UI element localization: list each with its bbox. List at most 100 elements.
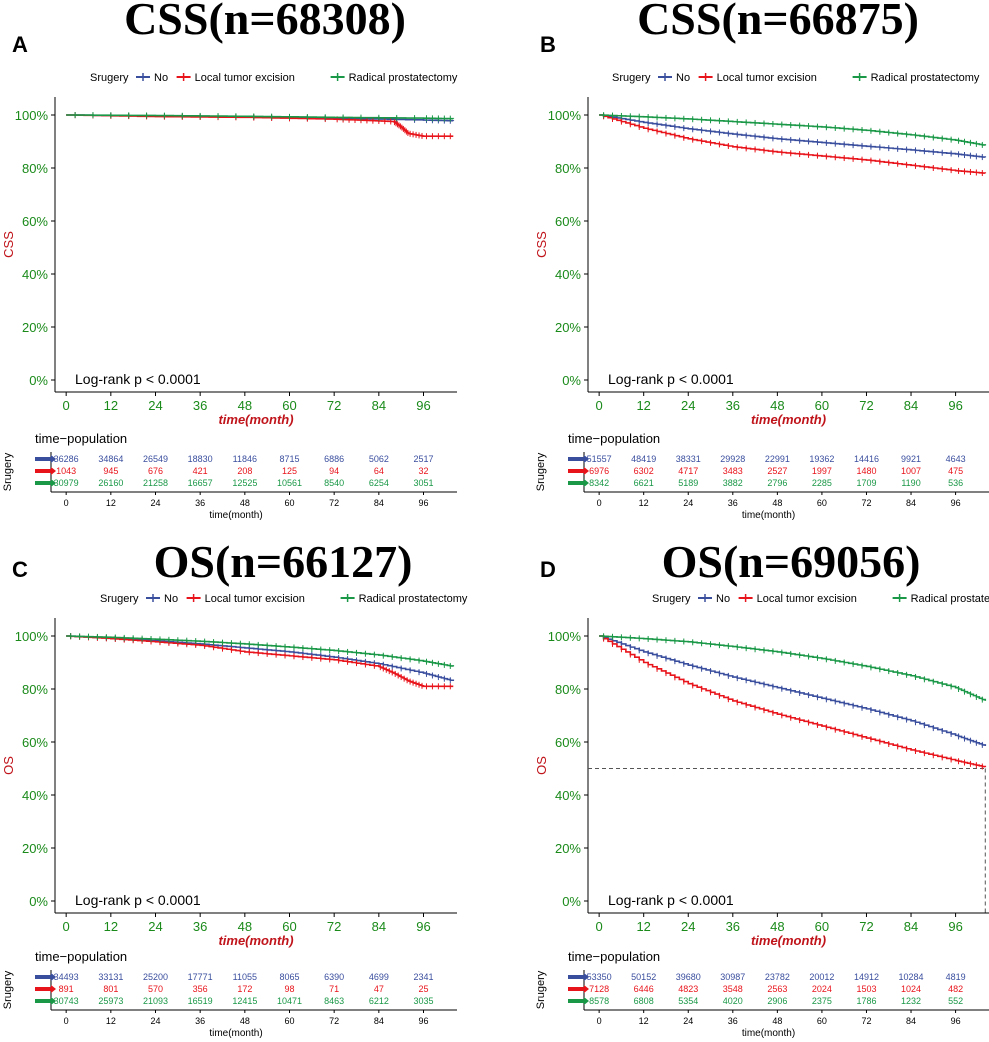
risk-cell: 125 [282, 466, 297, 476]
risk-cell: 30743 [54, 996, 79, 1006]
series-local-tumor-excision [599, 113, 987, 177]
risk-row-swatch [568, 469, 584, 473]
risk-cell: 18830 [188, 454, 213, 464]
risk-x-tick-label: 84 [906, 1016, 916, 1026]
risk-cell: 4020 [723, 996, 743, 1006]
risk-x-tick-label: 96 [418, 1016, 428, 1026]
chart-title: OS(n=69056) [662, 536, 921, 587]
panel-label: B [540, 32, 556, 57]
risk-cell: 64 [374, 466, 384, 476]
panel-label: A [12, 32, 28, 57]
legend-label: Local tumor excision [717, 72, 817, 84]
x-tick-label: 12 [636, 398, 650, 413]
risk-cell: 98 [284, 984, 294, 994]
risk-y-axis-title: Srugery [2, 452, 14, 491]
risk-cell: 1007 [901, 466, 921, 476]
risk-x-tick-label: 48 [772, 498, 782, 508]
risk-cell: 8540 [324, 478, 344, 488]
x-tick-label: 24 [681, 919, 695, 934]
risk-x-tick-label: 60 [284, 1016, 294, 1026]
risk-cell: 6808 [634, 996, 654, 1006]
x-tick-label: 36 [726, 919, 740, 934]
risk-x-tick-label: 24 [683, 1016, 693, 1026]
risk-x-tick-label: 60 [284, 498, 294, 508]
risk-cell: 6254 [369, 478, 389, 488]
risk-x-tick-label: 60 [817, 1016, 827, 1026]
risk-row-arrow [51, 985, 56, 993]
y-tick-label: 0% [29, 894, 48, 909]
risk-cell: 94 [329, 466, 339, 476]
x-tick-label: 36 [193, 919, 207, 934]
risk-x-tick-label: 24 [683, 498, 693, 508]
x-axis-title: time(month) [218, 412, 293, 427]
legend-label: No [676, 72, 690, 84]
y-tick-label: 60% [22, 735, 48, 750]
risk-cell: 71 [329, 984, 339, 994]
risk-cell: 50152 [631, 972, 656, 982]
logrank-annotation: Log-rank p < 0.0001 [75, 371, 201, 387]
risk-cell: 53350 [587, 972, 612, 982]
x-tick-label: 48 [770, 398, 784, 413]
risk-cell: 4823 [678, 984, 698, 994]
risk-cell: 12415 [232, 996, 257, 1006]
risk-row-arrow [584, 985, 589, 993]
risk-cell: 3882 [723, 478, 743, 488]
x-tick-label: 0 [63, 398, 70, 413]
risk-cell: 6390 [324, 972, 344, 982]
chart-title: CSS(n=68308) [124, 0, 406, 44]
risk-x-tick-label: 36 [728, 1016, 738, 1026]
risk-cell: 4819 [946, 972, 966, 982]
series-radical-prostatectomy [66, 633, 455, 669]
risk-row-arrow [584, 467, 589, 475]
y-tick-label: 100% [548, 629, 582, 644]
risk-cell: 3035 [413, 996, 433, 1006]
risk-x-tick-label: 24 [150, 1016, 160, 1026]
risk-cell: 475 [948, 466, 963, 476]
risk-cell: 3483 [723, 466, 743, 476]
legend-label: No [716, 593, 730, 605]
series-local-tumor-excision [66, 633, 454, 690]
risk-cell: 2285 [812, 478, 832, 488]
risk-cell: 21093 [143, 996, 168, 1006]
risk-cell: 47 [374, 984, 384, 994]
risk-cell: 9921 [901, 454, 921, 464]
risk-cell: 6621 [634, 478, 654, 488]
risk-row-arrow [584, 973, 589, 981]
x-tick-label: 48 [238, 398, 252, 413]
y-axis-title: CSS [534, 231, 549, 258]
risk-cell: 8342 [589, 478, 609, 488]
risk-cell: 14912 [854, 972, 879, 982]
risk-cell: 6302 [634, 466, 654, 476]
x-tick-label: 0 [63, 919, 70, 934]
risk-cell: 2563 [767, 984, 787, 994]
risk-x-tick-label: 36 [195, 498, 205, 508]
risk-cell: 1190 [901, 478, 920, 488]
panel-label: C [12, 557, 28, 582]
risk-cell: 1709 [856, 478, 876, 488]
y-tick-label: 80% [555, 682, 581, 697]
risk-table-title: time−population [568, 431, 660, 446]
risk-cell: 1480 [856, 466, 876, 476]
x-tick-label: 36 [726, 398, 740, 413]
chart-panel-c: OS(n=66127) C Srugery No Local tumor excisio… [1, 536, 468, 1039]
risk-cell: 1503 [856, 984, 876, 994]
series-radical-prostatectomy [66, 112, 455, 122]
chart-title: OS(n=66127) [154, 536, 413, 587]
risk-table-title: time−population [568, 949, 660, 964]
risk-cell: 16657 [188, 478, 213, 488]
chart-panel-b: CSS(n=66875) B Srugery No Local tumor excisi… [534, 0, 989, 521]
y-tick-label: 0% [29, 373, 48, 388]
x-axis-title: time(month) [218, 933, 293, 948]
risk-row-arrow [584, 455, 589, 463]
x-tick-label: 84 [904, 919, 918, 934]
risk-cell: 20012 [809, 972, 834, 982]
series-no [599, 634, 987, 748]
y-tick-label: 100% [15, 108, 49, 123]
x-tick-label: 72 [859, 919, 873, 934]
survival-curve [599, 635, 987, 746]
x-tick-label: 24 [148, 398, 162, 413]
risk-cell: 2796 [767, 478, 787, 488]
risk-cell: 21258 [143, 478, 168, 488]
risk-cell: 1786 [856, 996, 876, 1006]
legend-item: Local tumor excision [738, 593, 857, 605]
